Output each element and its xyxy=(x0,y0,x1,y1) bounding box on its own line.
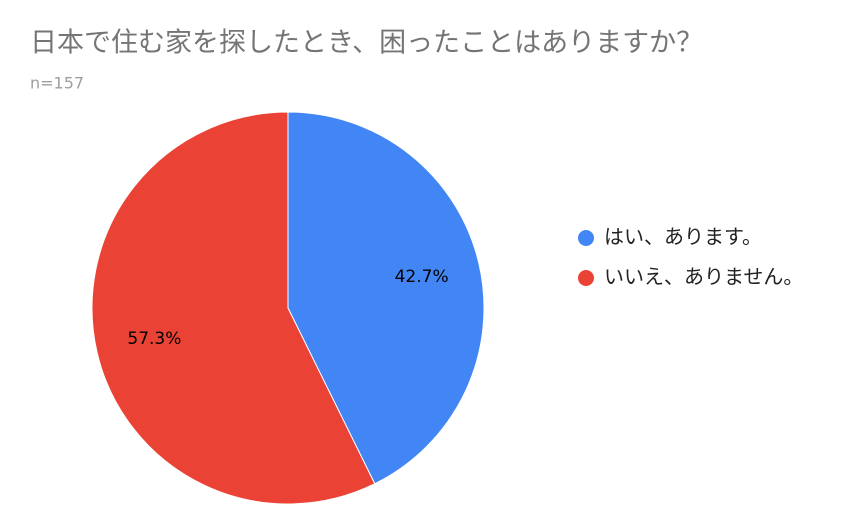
legend-label: はい、あります。 xyxy=(604,225,762,249)
legend-marker xyxy=(578,230,594,246)
legend-marker xyxy=(578,270,594,286)
pie-slice xyxy=(91,111,376,505)
chart-title: 日本で住む家を探したとき、困ったことはありますか？ xyxy=(30,28,703,59)
data-label: 57.3% xyxy=(127,329,181,349)
data-label: 42.7% xyxy=(395,267,449,287)
pie-slice xyxy=(287,111,485,485)
legend-label: いいえ、ありません。 xyxy=(604,265,803,289)
chart-subtitle: n=157 xyxy=(30,74,84,93)
